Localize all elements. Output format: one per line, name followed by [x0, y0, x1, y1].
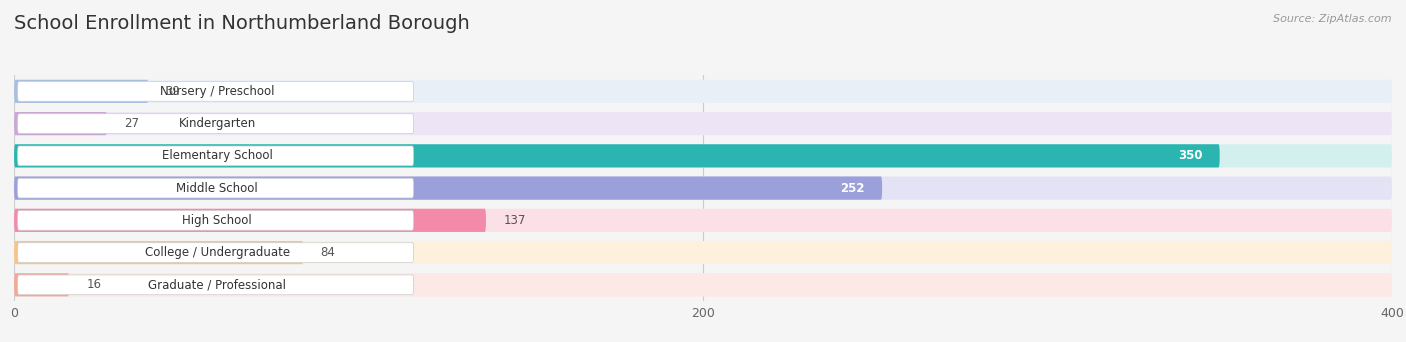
Text: 137: 137 [503, 214, 526, 227]
FancyBboxPatch shape [14, 273, 1392, 297]
Text: 84: 84 [321, 246, 336, 259]
Text: 252: 252 [841, 182, 865, 195]
FancyBboxPatch shape [17, 275, 413, 295]
Text: 16: 16 [86, 278, 101, 291]
Text: Middle School: Middle School [176, 182, 259, 195]
Text: Graduate / Professional: Graduate / Professional [148, 278, 287, 291]
FancyBboxPatch shape [14, 176, 1392, 200]
Text: 27: 27 [124, 117, 139, 130]
FancyBboxPatch shape [14, 80, 1392, 103]
FancyBboxPatch shape [17, 81, 413, 101]
FancyBboxPatch shape [17, 146, 413, 166]
Text: Kindergarten: Kindergarten [179, 117, 256, 130]
FancyBboxPatch shape [14, 112, 1392, 135]
Text: 350: 350 [1178, 149, 1202, 162]
Text: High School: High School [183, 214, 252, 227]
FancyBboxPatch shape [14, 80, 149, 103]
FancyBboxPatch shape [17, 178, 413, 198]
Text: School Enrollment in Northumberland Borough: School Enrollment in Northumberland Boro… [14, 14, 470, 33]
Text: Source: ZipAtlas.com: Source: ZipAtlas.com [1274, 14, 1392, 24]
FancyBboxPatch shape [14, 241, 1392, 264]
FancyBboxPatch shape [14, 176, 882, 200]
FancyBboxPatch shape [14, 209, 486, 232]
FancyBboxPatch shape [17, 210, 413, 230]
FancyBboxPatch shape [14, 209, 1392, 232]
Text: Elementary School: Elementary School [162, 149, 273, 162]
FancyBboxPatch shape [14, 144, 1220, 168]
FancyBboxPatch shape [14, 112, 107, 135]
Text: 39: 39 [166, 85, 180, 98]
FancyBboxPatch shape [17, 243, 413, 262]
FancyBboxPatch shape [17, 114, 413, 133]
FancyBboxPatch shape [14, 144, 1392, 168]
FancyBboxPatch shape [14, 273, 69, 297]
FancyBboxPatch shape [14, 241, 304, 264]
Text: College / Undergraduate: College / Undergraduate [145, 246, 290, 259]
Text: Nursery / Preschool: Nursery / Preschool [160, 85, 274, 98]
